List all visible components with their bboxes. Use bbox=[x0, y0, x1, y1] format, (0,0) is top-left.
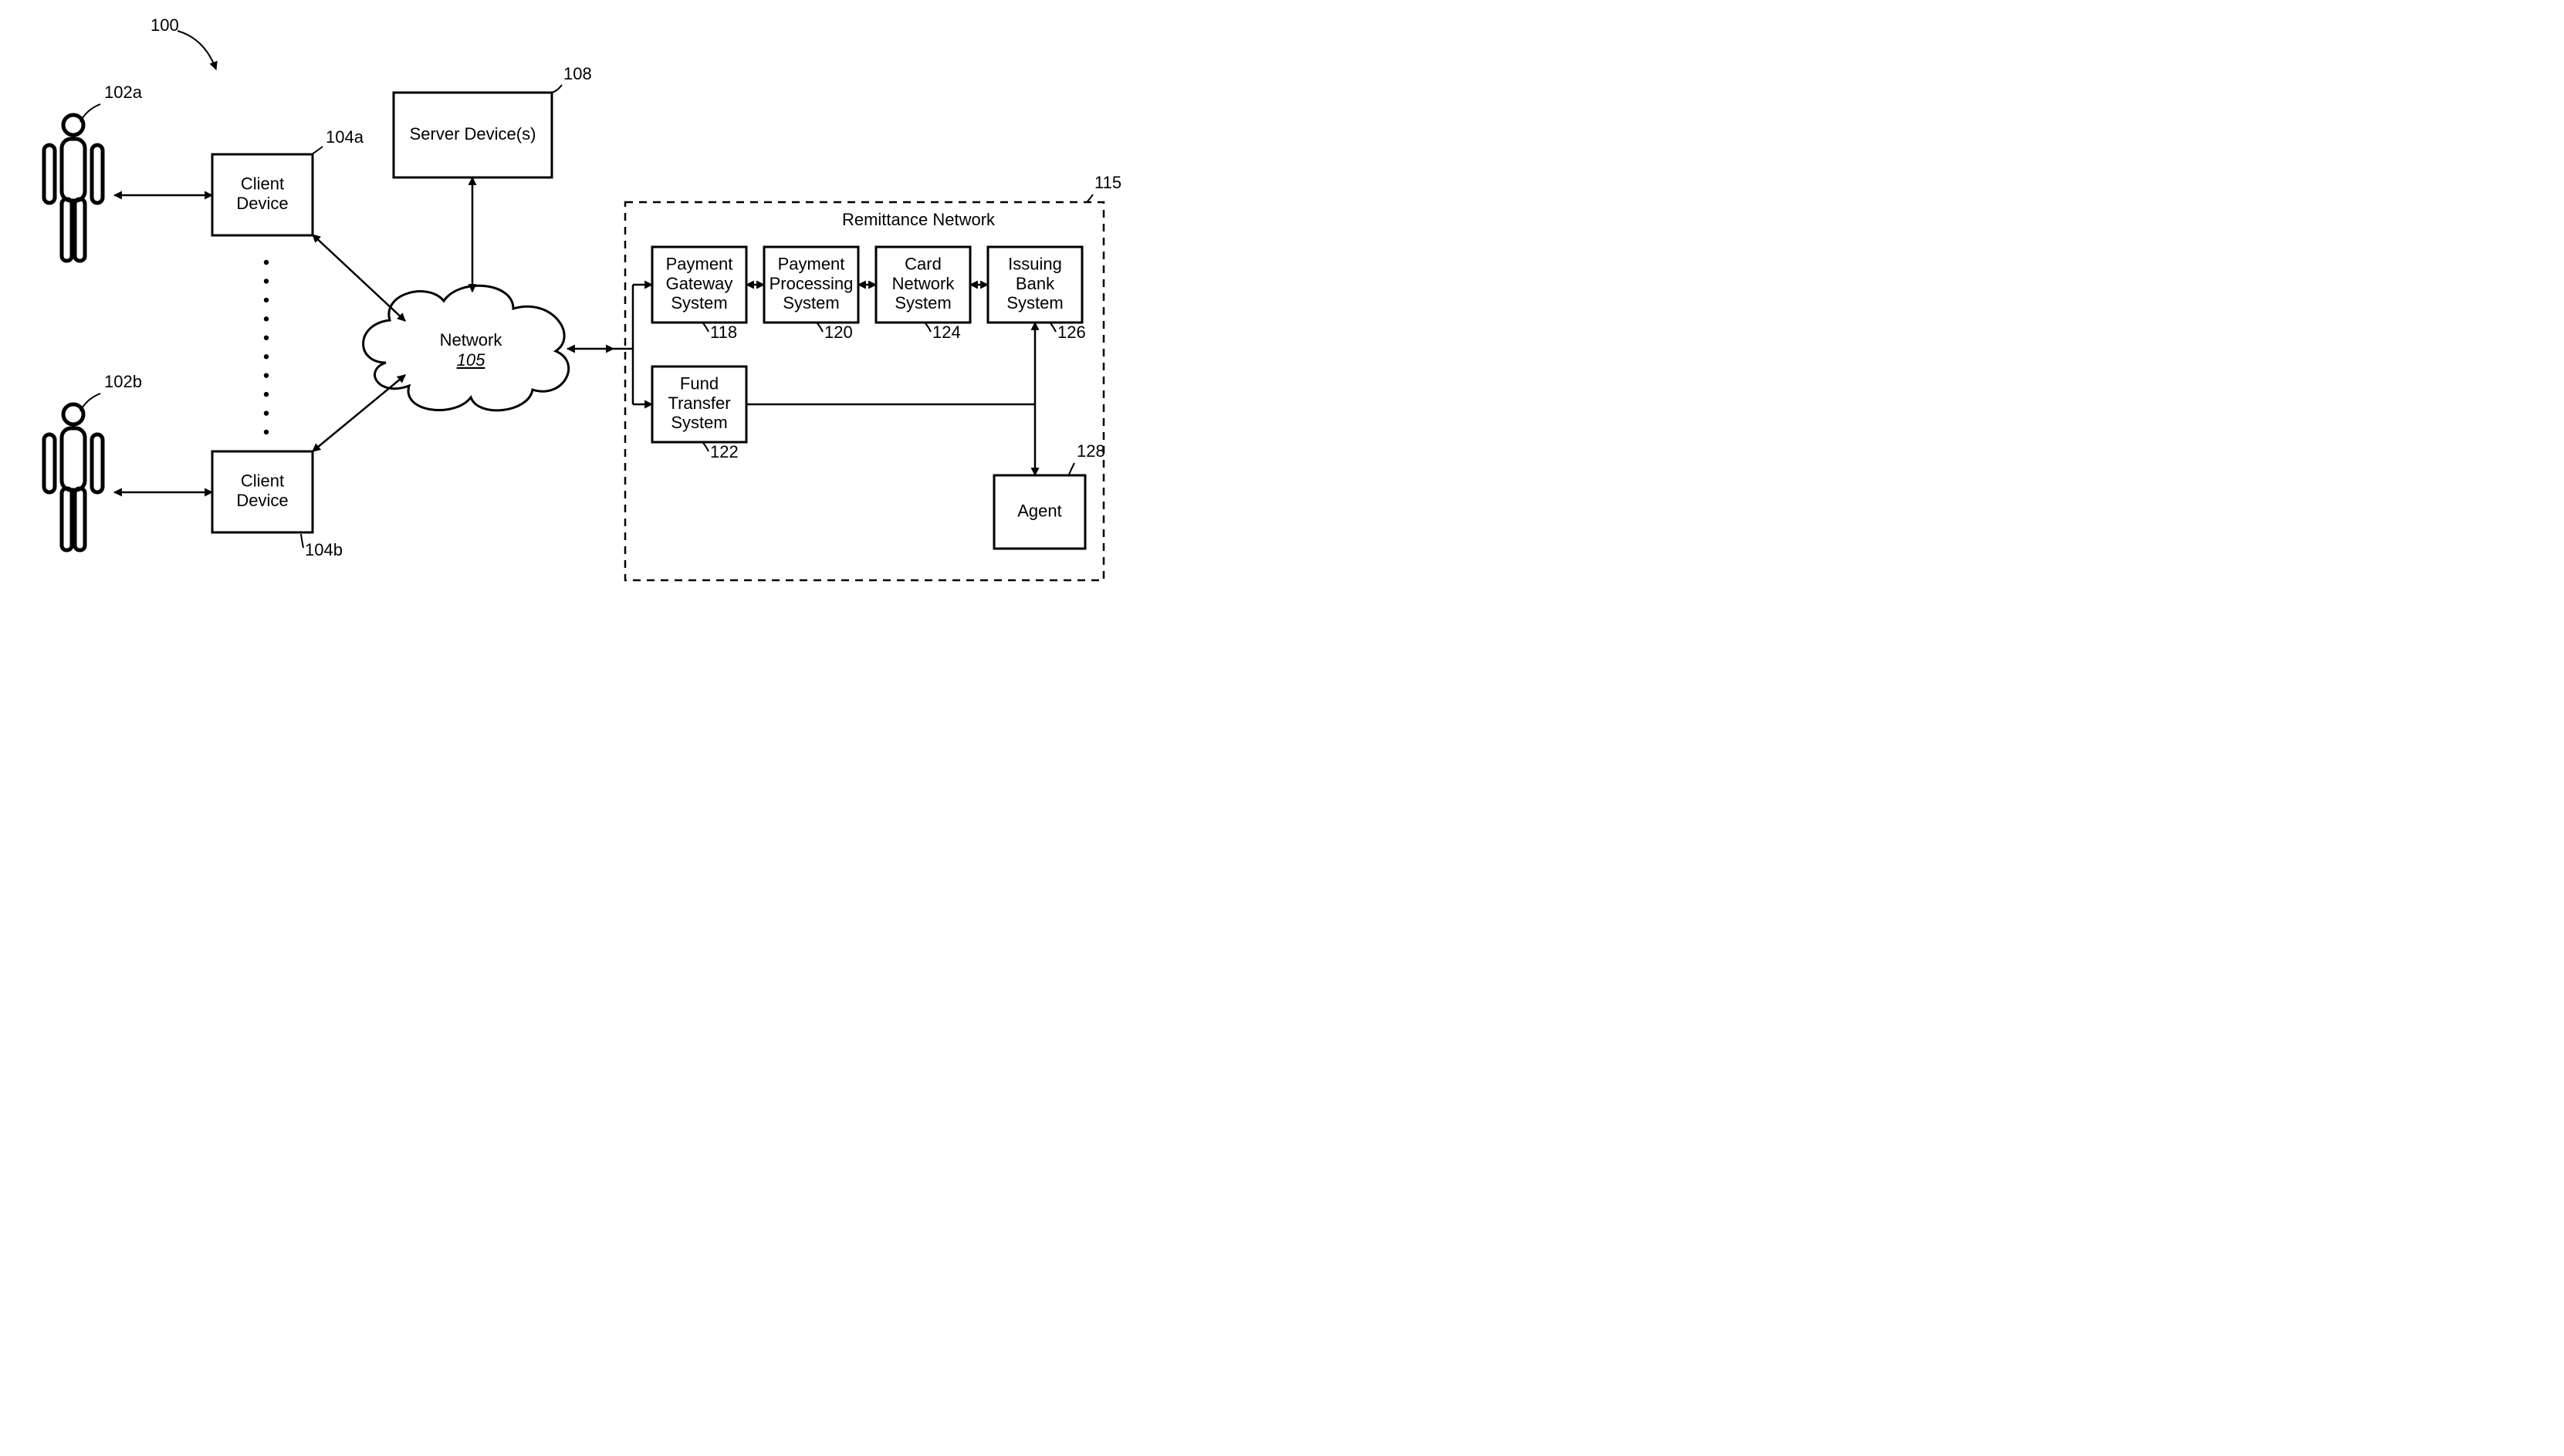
remittance-network-title: Remittance Network bbox=[842, 210, 996, 229]
server-label: Server Device(s) bbox=[410, 124, 536, 144]
ref-leader bbox=[312, 147, 323, 154]
ref-leader bbox=[925, 323, 931, 332]
ellipsis-dot bbox=[264, 260, 269, 265]
client_a-label: Device bbox=[236, 194, 288, 213]
ref-fts: 122 bbox=[710, 442, 739, 461]
pps-label: Payment bbox=[778, 255, 845, 274]
ibs-label: Bank bbox=[1016, 274, 1055, 293]
person-icon-b bbox=[44, 404, 103, 550]
ref-srv: 108 bbox=[563, 64, 592, 83]
pps-label: Processing bbox=[770, 274, 854, 293]
ref-fig: 100 bbox=[151, 15, 179, 35]
pgw-label: Payment bbox=[666, 255, 733, 274]
ref-leader bbox=[178, 31, 216, 69]
ellipsis-dot bbox=[264, 336, 269, 340]
ref-p2: 102b bbox=[104, 372, 142, 391]
fts-label: Fund bbox=[680, 374, 719, 394]
ref-agent: 128 bbox=[1077, 441, 1105, 461]
ellipsis-dot bbox=[264, 316, 269, 321]
ref-pps: 120 bbox=[824, 323, 853, 342]
ellipsis-dot bbox=[264, 430, 269, 434]
network-label: Network bbox=[440, 330, 503, 350]
ref-leader bbox=[552, 85, 562, 93]
ref-pgw: 118 bbox=[710, 323, 737, 342]
cns-label: Card bbox=[905, 255, 942, 274]
ref-cns: 124 bbox=[932, 323, 961, 342]
ref-rnet: 115 bbox=[1094, 173, 1121, 192]
ref-leader bbox=[1087, 194, 1093, 202]
ref-p1: 102a bbox=[104, 83, 143, 102]
ellipsis-dot bbox=[264, 279, 269, 283]
pps-label: System bbox=[783, 293, 839, 312]
fts-label: Transfer bbox=[668, 394, 730, 413]
connector bbox=[313, 235, 405, 321]
connector bbox=[313, 375, 405, 451]
ibs-label: System bbox=[1006, 293, 1063, 312]
ellipsis-dot bbox=[264, 298, 269, 302]
ref-leader bbox=[702, 442, 709, 451]
network-ref: 105 bbox=[457, 350, 485, 370]
ref-cd1: 104a bbox=[326, 127, 364, 147]
ref-leader bbox=[1069, 463, 1074, 475]
client_b-label: Client bbox=[241, 471, 284, 491]
fts-label: System bbox=[671, 413, 727, 432]
person-icon-a bbox=[44, 115, 103, 261]
ref-leader bbox=[301, 534, 303, 548]
ellipsis-dot bbox=[264, 373, 269, 377]
agent-label: Agent bbox=[1017, 501, 1062, 520]
ref-ibs: 126 bbox=[1057, 323, 1086, 342]
ellipsis-dot bbox=[264, 410, 269, 415]
pgw-label: System bbox=[671, 293, 727, 312]
ref-leader bbox=[1050, 323, 1056, 332]
ibs-label: Issuing bbox=[1008, 255, 1062, 274]
cns-label: System bbox=[895, 293, 951, 312]
ref-leader bbox=[817, 323, 823, 332]
client_a-label: Client bbox=[241, 174, 284, 194]
ref-leader bbox=[702, 323, 709, 332]
ref-cd2: 104b bbox=[305, 540, 343, 559]
client_b-label: Device bbox=[236, 491, 288, 510]
pgw-label: Gateway bbox=[666, 274, 733, 293]
cns-label: Network bbox=[892, 274, 956, 293]
ellipsis-dot bbox=[264, 354, 269, 359]
ellipsis-dot bbox=[264, 392, 269, 397]
